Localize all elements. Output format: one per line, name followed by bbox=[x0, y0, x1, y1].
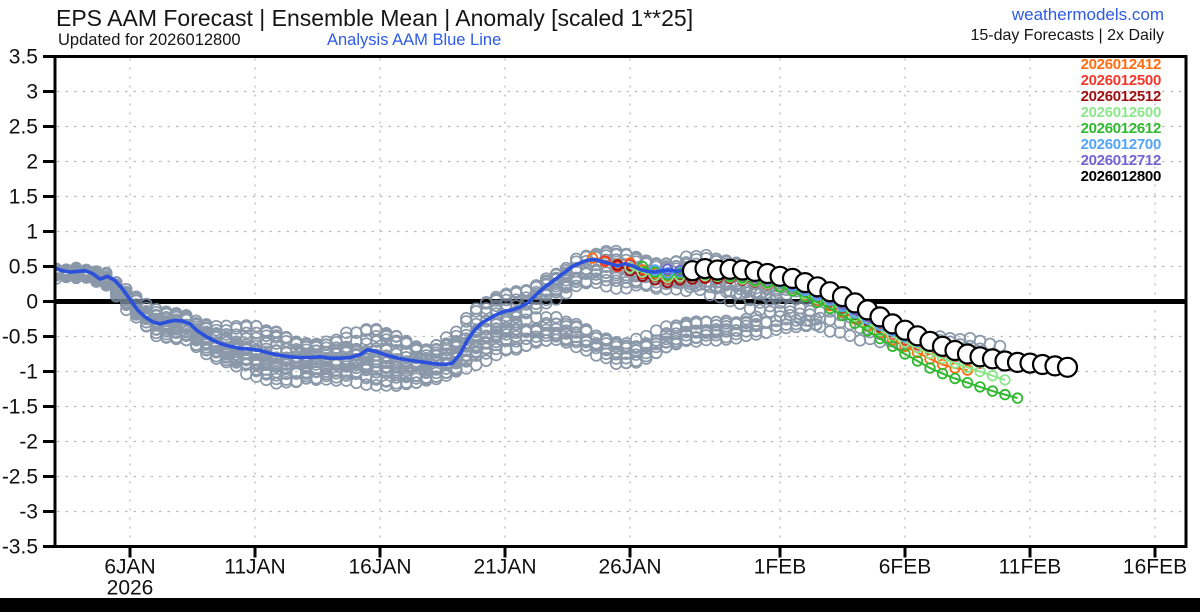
footer-bar bbox=[0, 598, 1200, 612]
x-tick-label: 1FEB bbox=[754, 556, 807, 579]
updated-label: Updated for 2026012800 bbox=[58, 31, 241, 49]
legend-entry-2026012800: 2026012800 bbox=[1080, 168, 1162, 185]
y-tick-label: -2.5 bbox=[2, 466, 38, 489]
legend-entry-2026012712: 2026012712 bbox=[1080, 152, 1162, 169]
y-tick-label: -2 bbox=[19, 431, 38, 454]
axes: 3.5 3 2.5 2 1.5 1 0.5 0 -0.5 -1 -1.5 -2 -2.5 -3 -3.5 6J… bbox=[2, 46, 1187, 600]
run-mean-2026012800 bbox=[681, 258, 1079, 378]
ensemble-cloud bbox=[55, 244, 1007, 392]
x-tick-year-label: 2026 bbox=[107, 577, 154, 600]
x-tick-label: 6JAN bbox=[104, 556, 155, 579]
y-tick-label: 2.5 bbox=[9, 116, 38, 139]
legend-entry-2026012512: 2026012512 bbox=[1080, 88, 1162, 105]
y-tick-label: 0 bbox=[26, 291, 38, 314]
x-tick-label: 11JAN bbox=[224, 556, 285, 579]
y-tick-label: 3.5 bbox=[9, 46, 38, 69]
x-tick-label: 16JAN bbox=[348, 556, 411, 579]
y-tick-label: 2 bbox=[26, 151, 38, 174]
forecast-cadence-label: 15-day Forecasts | 2x Daily bbox=[970, 27, 1164, 44]
x-tick-label: 26JAN bbox=[598, 556, 661, 579]
x-tick-label: 16FEB bbox=[1123, 556, 1187, 579]
y-tick-label: -3 bbox=[19, 501, 38, 524]
x-tick-label: 6FEB bbox=[879, 556, 932, 579]
x-tick-label: 11FEB bbox=[999, 556, 1062, 579]
y-tick-label: -0.5 bbox=[2, 326, 38, 349]
legend-entry-2026012500: 2026012500 bbox=[1080, 72, 1162, 89]
legend-entry-2026012412: 2026012412 bbox=[1080, 56, 1162, 73]
analysis-aam-line bbox=[55, 257, 690, 367]
page-title: EPS AAM Forecast | Ensemble Mean | Anoma… bbox=[56, 5, 694, 31]
y-tick-label: 0.5 bbox=[9, 256, 38, 279]
y-tick-label: -1 bbox=[19, 361, 38, 384]
site-link[interactable]: weathermodels.com bbox=[1011, 5, 1164, 24]
y-tick-label: -3.5 bbox=[2, 536, 38, 559]
y-tick-label: -1.5 bbox=[2, 396, 38, 419]
x-tick-label: 21JAN bbox=[473, 556, 536, 579]
y-tick-label: 1.5 bbox=[9, 186, 38, 209]
run-legend: 2026012412 2026012500 2026012512 2026012600… bbox=[1080, 56, 1162, 185]
y-tick-label: 1 bbox=[26, 221, 38, 244]
analysis-blue-line-note: Analysis AAM Blue Line bbox=[327, 31, 502, 49]
gridlines bbox=[57, 58, 1185, 545]
legend-entry-2026012700: 2026012700 bbox=[1080, 136, 1162, 153]
y-tick-label: 3 bbox=[26, 81, 38, 104]
legend-entry-2026012612: 2026012612 bbox=[1080, 120, 1162, 137]
legend-entry-2026012600: 2026012600 bbox=[1080, 104, 1162, 121]
